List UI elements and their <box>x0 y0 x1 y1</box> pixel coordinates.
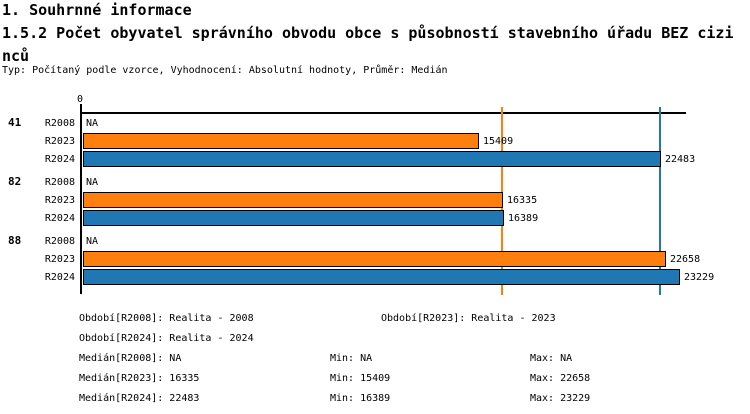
na-value-label: NA <box>86 117 99 129</box>
value-label: 16389 <box>508 212 539 224</box>
bar-r2024 <box>83 151 661 167</box>
chart-row: R2023 22658 <box>0 250 750 268</box>
stat-median-r2023: Medián[R2023]: 16335 <box>79 373 200 384</box>
stat-max-r2024: Max: 23229 <box>530 393 591 404</box>
legend-period-r2008: Období[R2008]: Realita - 2008 <box>79 313 254 324</box>
chart-row: R2024 16389 <box>0 209 750 227</box>
series-label: R2023 <box>44 194 75 206</box>
series-label: R2024 <box>44 212 75 224</box>
group-label: 41 <box>8 116 22 129</box>
y-axis-line <box>80 104 82 294</box>
bar-r2023 <box>83 133 479 149</box>
legend-row-2: Období[R2024]: Realita - 2024 <box>0 329 750 349</box>
value-label: 15409 <box>483 135 514 147</box>
median-line-r2024 <box>659 107 661 295</box>
series-label: R2008 <box>44 176 75 188</box>
bar-group-41: 41 R2008 NA R2023 15409 R2024 22483 <box>0 114 750 168</box>
series-label: R2023 <box>44 135 75 147</box>
value-label: 22483 <box>665 153 696 165</box>
stat-min-r2024: Min: 16389 <box>330 393 391 404</box>
section-title: 1. Souhrnné informace <box>2 1 192 19</box>
series-label: R2024 <box>44 153 75 165</box>
series-label: R2024 <box>44 271 75 283</box>
x-axis-zero-tick-label: 0 <box>76 94 84 105</box>
stats-row-r2008: Medián[R2008]: NA Min: NA Max: NA <box>0 349 750 369</box>
chart-title: 1.5.2 Počet obyvatel správního obvodu ob… <box>2 24 734 65</box>
stats-row-r2023: Medián[R2023]: 16335 Min: 15409 Max: 226… <box>0 369 750 389</box>
chart-row: R2024 23229 <box>0 268 750 286</box>
bar-r2024 <box>83 210 504 226</box>
na-value-label: NA <box>86 176 99 188</box>
legend-period-r2024: Období[R2024]: Realita - 2024 <box>79 333 254 344</box>
stat-min-r2008: Min: NA <box>330 353 373 364</box>
chart-row: R2008 NA <box>0 232 750 250</box>
chart-row: R2023 16335 <box>0 191 750 209</box>
stat-median-r2008: Medián[R2008]: NA <box>79 353 182 364</box>
stat-max-r2023: Max: 22658 <box>530 373 591 384</box>
chart-plot-area: 41 R2008 NA R2023 15409 R2024 22483 82 R2008 NA R2… <box>0 114 750 291</box>
legend-row-1: Období[R2008]: Realita - 2008 Období[R20… <box>0 309 750 329</box>
chart-meta-line: Typ: Počítaný podle vzorce, Vyhodnocení:… <box>2 65 448 76</box>
bar-r2024 <box>83 269 680 285</box>
group-label: 82 <box>8 175 22 188</box>
chart-row: R2008 NA <box>0 114 750 132</box>
stat-max-r2008: Max: NA <box>530 353 573 364</box>
value-label: 22658 <box>670 253 701 265</box>
value-label: 23229 <box>684 271 715 283</box>
stat-median-r2024: Medián[R2024]: 22483 <box>79 393 200 404</box>
bar-r2023 <box>83 251 666 267</box>
bar-group-88: 88 R2008 NA R2023 22658 R2024 23229 <box>0 232 750 286</box>
chart-row: R2008 NA <box>0 173 750 191</box>
series-label: R2008 <box>44 117 75 129</box>
group-label: 88 <box>8 234 22 247</box>
legend-period-r2023: Období[R2023]: Realita - 2023 <box>381 313 556 324</box>
chart-row: R2024 22483 <box>0 150 750 168</box>
na-value-label: NA <box>86 235 99 247</box>
bar-group-82: 82 R2008 NA R2023 16335 R2024 16389 <box>0 173 750 227</box>
stats-row-r2024: Medián[R2024]: 22483 Min: 16389 Max: 232… <box>0 389 750 409</box>
value-label: 16335 <box>507 194 538 206</box>
chart-row: R2023 15409 <box>0 132 750 150</box>
stat-min-r2023: Min: 15409 <box>330 373 391 384</box>
series-label: R2023 <box>44 253 75 265</box>
x-axis-line <box>80 112 686 114</box>
bar-r2023 <box>83 192 503 208</box>
series-label: R2008 <box>44 235 75 247</box>
